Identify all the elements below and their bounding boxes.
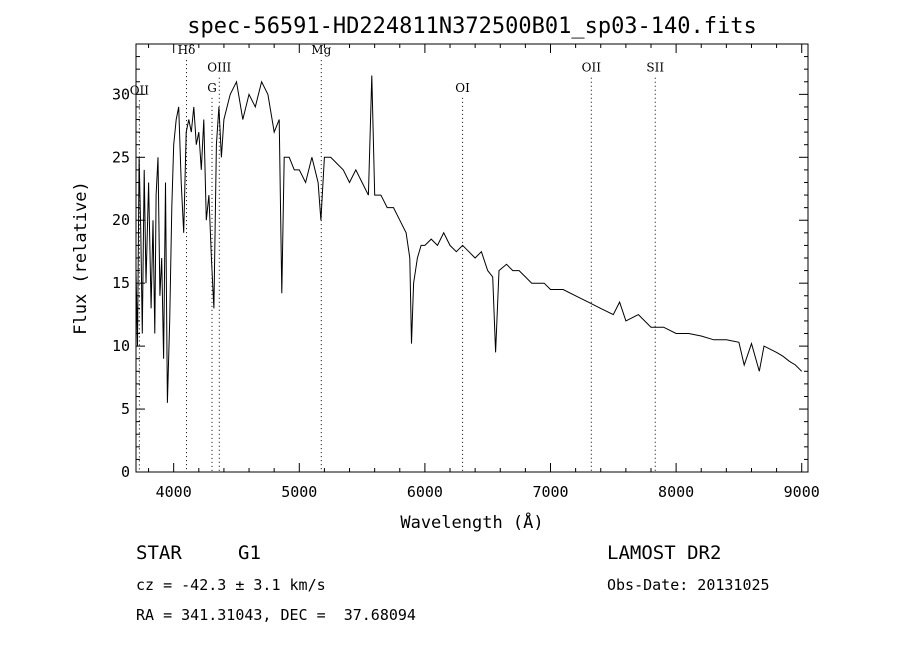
x-axis-label: Wavelength (Å): [400, 511, 543, 533]
spectral-line-label: OI: [455, 81, 470, 95]
x-tick-label: 9000: [784, 483, 820, 501]
spectral-line-label: OII: [582, 61, 602, 75]
spectral-line-label: SII: [646, 61, 664, 75]
y-tick-label: 0: [121, 463, 130, 481]
x-tick-label: 5000: [281, 483, 317, 501]
plot-frame: [135, 43, 809, 473]
spectral-line-label: OIII: [207, 61, 231, 75]
obs-date: Obs-Date: 20131025: [607, 576, 770, 594]
x-axis-ticks: 4000 5000 6000 7000 8000 9000: [148, 44, 820, 501]
redshift-readout: cz = -42.3 ± 3.1 km/s: [136, 576, 326, 594]
survey-name: LAMOST DR2: [607, 542, 722, 564]
y-axis-label: Flux (relative): [71, 181, 91, 335]
x-tick-label: 6000: [407, 483, 443, 501]
spectral-line-label: OII: [130, 83, 150, 97]
spectral-line-markers: OII Hδ G OIII Mg OI OII SII: [130, 43, 664, 472]
x-tick-label: 8000: [658, 483, 694, 501]
object-class: STAR: [136, 542, 182, 564]
y-tick-label: 5: [121, 400, 130, 418]
spectral-line-label: G: [207, 81, 217, 95]
spectral-line-label: Mg: [311, 43, 331, 57]
y-tick-label: 30: [112, 85, 130, 103]
y-tick-label: 25: [112, 148, 130, 166]
y-tick-label: 15: [112, 274, 130, 292]
x-tick-label: 4000: [156, 483, 192, 501]
chart-title: spec-56591-HD224811N372500B01_sp03-140.f…: [187, 14, 757, 39]
y-axis-ticks: 0 5 10 15 20 25 30: [112, 56, 808, 481]
spectral-line-label: Hδ: [178, 43, 196, 57]
x-tick-label: 7000: [532, 483, 568, 501]
spectrum-line: [135, 75, 803, 403]
y-tick-label: 10: [112, 337, 130, 355]
coordinates: RA = 341.31043, DEC = 37.68094: [136, 606, 416, 624]
y-tick-label: 20: [112, 211, 130, 229]
object-subclass: G1: [238, 542, 261, 564]
